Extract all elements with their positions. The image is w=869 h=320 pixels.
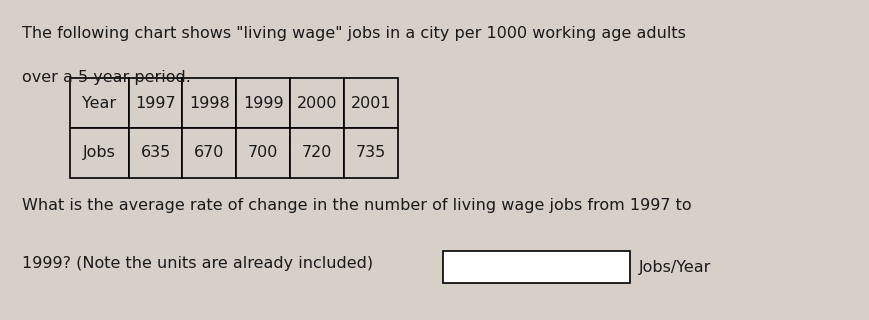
Text: 700: 700 bbox=[249, 145, 278, 160]
Text: over a 5 year period.: over a 5 year period. bbox=[22, 70, 190, 85]
Text: 1998: 1998 bbox=[189, 96, 229, 111]
Bar bbox=[236, 128, 290, 178]
Text: What is the average rate of change in the number of living wage jobs from 1997 t: What is the average rate of change in th… bbox=[22, 198, 692, 213]
Bar bbox=[344, 128, 398, 178]
Bar bbox=[443, 251, 630, 283]
Text: 2000: 2000 bbox=[297, 96, 337, 111]
Bar bbox=[344, 78, 398, 128]
Bar bbox=[129, 128, 182, 178]
Bar bbox=[290, 78, 344, 128]
Text: 670: 670 bbox=[195, 145, 224, 160]
Text: 635: 635 bbox=[141, 145, 170, 160]
Text: 735: 735 bbox=[356, 145, 386, 160]
Bar bbox=[236, 78, 290, 128]
Text: 720: 720 bbox=[302, 145, 332, 160]
Bar bbox=[182, 128, 236, 178]
Bar bbox=[290, 128, 344, 178]
Text: 1999? (Note the units are already included): 1999? (Note the units are already includ… bbox=[22, 256, 373, 271]
Text: 1999: 1999 bbox=[243, 96, 283, 111]
Bar bbox=[129, 78, 182, 128]
Bar bbox=[70, 78, 129, 128]
Text: 2001: 2001 bbox=[351, 96, 391, 111]
Text: Jobs: Jobs bbox=[83, 145, 116, 160]
Bar bbox=[70, 128, 129, 178]
Text: Jobs/Year: Jobs/Year bbox=[639, 260, 711, 275]
Text: Year: Year bbox=[82, 96, 116, 111]
Text: The following chart shows "living wage" jobs in a city per 1000 working age adul: The following chart shows "living wage" … bbox=[22, 26, 686, 41]
Bar bbox=[182, 78, 236, 128]
Text: 1997: 1997 bbox=[136, 96, 176, 111]
